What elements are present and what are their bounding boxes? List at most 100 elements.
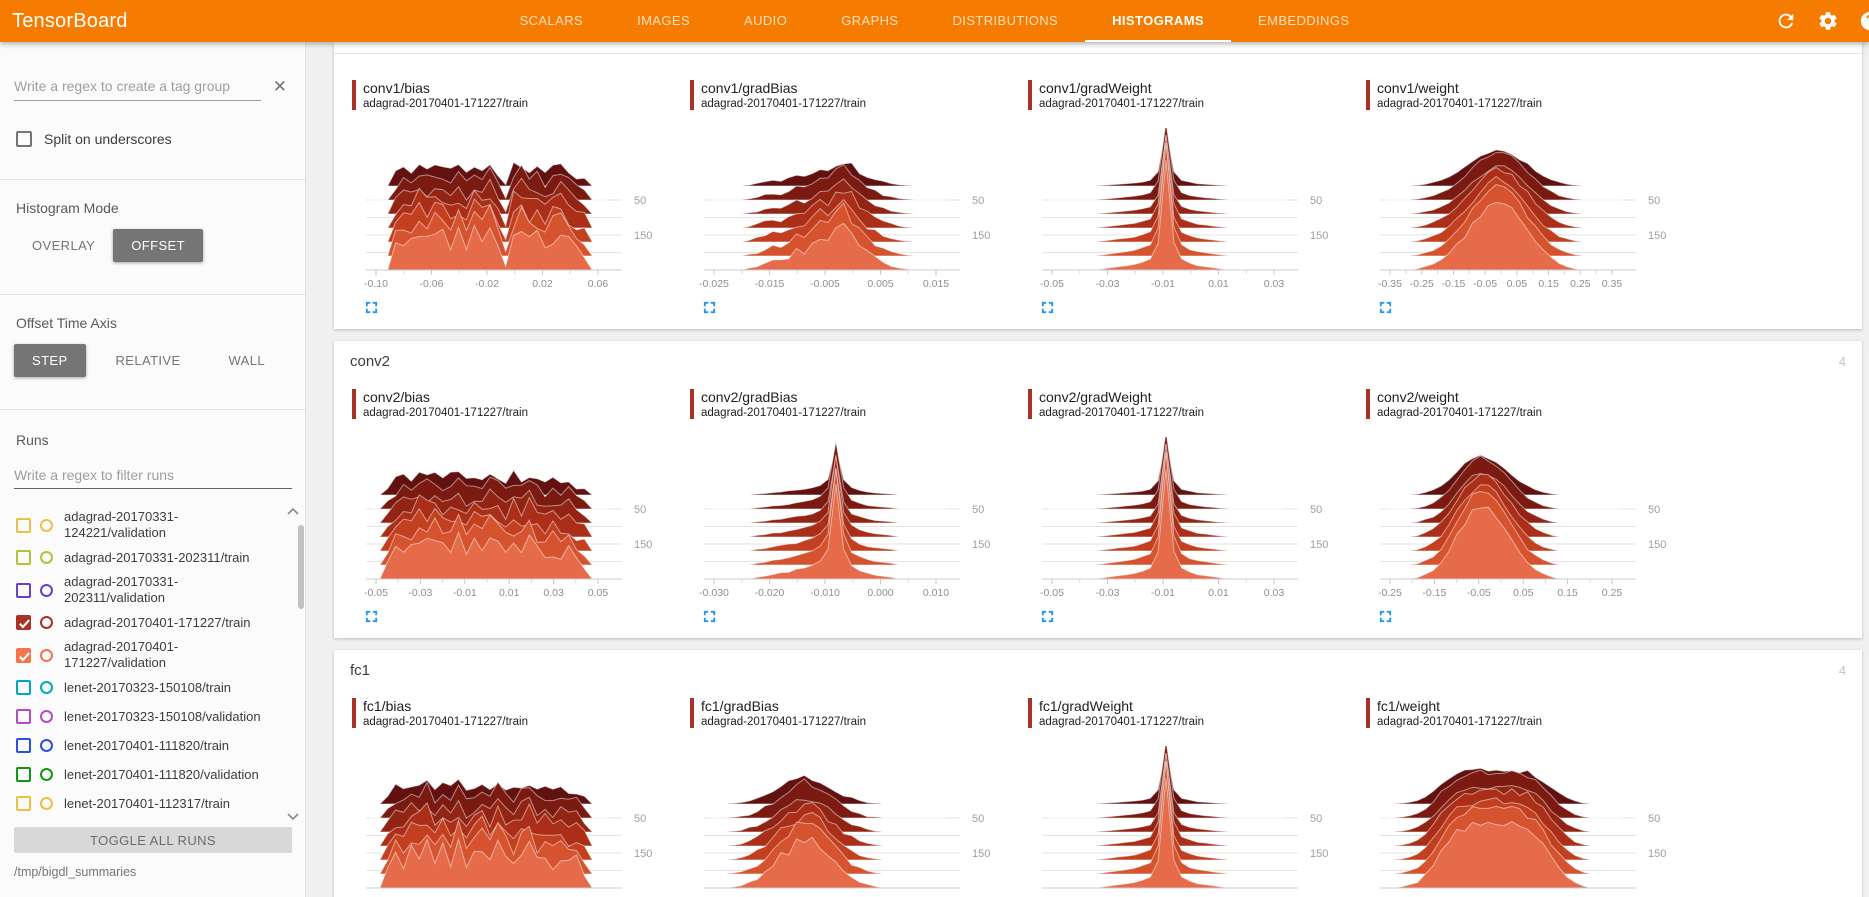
run-list-item[interactable]: lenet-20170401-112317/train [16,789,279,818]
svg-text:50: 50 [1310,504,1322,516]
run-list-item[interactable]: adagrad-20170331-202311/validation [16,572,279,608]
run-list-item[interactable]: lenet-20170323-150108/train [16,673,279,702]
histogram-chart[interactable]: 50 150 -0.05 -0.03 -0.01 0.01 0.03 [1028,437,1340,601]
histogram-mode-offset-button[interactable]: OFFSET [113,229,203,262]
offset-time-axis-wall-button[interactable]: WALL [228,353,265,368]
tab-images[interactable]: IMAGES [637,12,691,28]
svg-text:50: 50 [1310,195,1322,207]
scrollbar-thumb[interactable] [298,525,304,609]
run-checkbox[interactable] [16,647,31,663]
svg-text:150: 150 [972,848,990,860]
scroll-down-icon[interactable] [286,808,300,821]
svg-text:0.05: 0.05 [1507,278,1528,290]
histogram-mode-overlay-button[interactable]: OVERLAY [32,238,96,253]
run-checkbox[interactable] [16,615,31,630]
run-checkbox[interactable] [16,517,31,533]
run-filter-input[interactable] [14,464,292,489]
histogram-card-conv2-gradBias: conv2/gradBias adagrad-20170401-171227/tr… [690,389,1010,624]
app-toolbar: TensorBoard SCALARS IMAGES AUDIO GRAPHS DIST… [0,0,1869,42]
svg-text:-0.03: -0.03 [1096,278,1120,290]
run-checkbox[interactable] [16,738,31,753]
histogram-chart[interactable]: 50 150 -0.030 -0.020 -0.010 0.000 0.010 [690,437,1002,601]
tag-filter-input[interactable] [14,74,261,101]
svg-text:-0.010: -0.010 [810,587,840,599]
svg-text:-0.35: -0.35 [1378,278,1402,290]
histogram-chart[interactable]: 50 150 -0.25 -0.15 -0.05 0.05 0.15 0.25 [1366,437,1678,601]
offset-time-axis-relative-button[interactable]: RELATIVE [115,353,181,368]
run-list-item[interactable]: adagrad-20170401-171227/validation [16,637,279,673]
histogram-chart[interactable]: 50 150 -0.05 -0.03 -0.01 0.01 0.03 [1028,128,1340,292]
tab-graphs[interactable]: GRAPHS [841,12,899,28]
tab-scalars[interactable]: SCALARS [519,12,584,28]
expand-icon[interactable] [702,609,717,624]
section-header-fc1[interactable]: fc1 4 [334,650,1862,690]
tab-audio[interactable]: AUDIO [744,12,788,28]
run-list-item[interactable]: lenet-20170323-150108/validation [16,702,279,731]
histogram-chart[interactable]: 50 150 -0.10 -0.06 -0.02 0.02 0.06 [352,128,664,292]
run-checkbox[interactable] [16,582,31,598]
close-icon[interactable]: ✕ [272,77,287,96]
histogram-chart[interactable]: 50 150 -0.35 -0.25 -0.15 -0.05 0.05 0.15 0.25 0.3… [1366,128,1678,292]
card-run-name: adagrad-20170401-171227/train [1377,98,1542,110]
settings-icon[interactable] [1817,10,1839,32]
help-icon[interactable] [1859,10,1869,32]
offset-time-axis-step-button[interactable]: STEP [14,344,86,377]
run-list-item[interactable]: lenet-20170401-111820/validation [16,760,279,789]
card-run-name: adagrad-20170401-171227/train [1377,407,1542,419]
run-checkbox[interactable] [16,680,31,695]
refresh-icon[interactable] [1775,10,1797,32]
expand-icon[interactable] [364,609,379,624]
checkbox-icon[interactable] [16,131,32,147]
svg-text:-0.15: -0.15 [1422,587,1446,599]
histogram-chart[interactable]: 50 150 [352,746,664,897]
run-checkbox[interactable] [16,796,31,811]
svg-text:0.25: 0.25 [1602,587,1623,599]
histogram-chart[interactable]: 50 150 -0.025 -0.015 -0.005 0.005 0.015 [690,128,1002,292]
run-color-bar [1366,80,1370,110]
card-title: conv2/gradBias [701,389,798,405]
expand-icon[interactable] [1378,300,1393,315]
run-name: adagrad-20170331-202311/train [64,549,250,565]
histogram-chart[interactable]: 50 150 [690,746,1002,897]
run-color-bar [1366,389,1370,419]
histogram-mode-label: Histogram Mode [16,200,119,216]
run-name: lenet-20170401-111820/train [64,737,230,753]
expand-icon[interactable] [702,300,717,315]
tab-distributions[interactable]: DISTRIBUTIONS [952,12,1059,28]
svg-text:-0.02: -0.02 [475,278,499,290]
run-list-item[interactable]: adagrad-20170331-202311/train [16,543,279,572]
svg-text:-0.03: -0.03 [1096,587,1120,599]
toggle-all-runs-button[interactable]: TOGGLE ALL RUNS [14,827,292,853]
card-run-name: adagrad-20170401-171227/train [1039,716,1204,728]
expand-icon[interactable] [1378,609,1393,624]
run-color-bar [1028,698,1032,728]
split-on-underscores-checkbox-row[interactable]: Split on underscores [16,131,291,147]
expand-icon[interactable] [1040,609,1055,624]
histogram-chart[interactable]: 50 150 -0.05 -0.03 -0.01 0.01 0.03 0.05 [352,437,664,601]
histogram-card-conv2-gradWeight: conv2/gradWeight adagrad-20170401-171227/… [1028,389,1348,624]
run-color-bar [352,80,356,110]
expand-icon[interactable] [364,300,379,315]
run-color-circle [40,551,53,564]
svg-text:0.25: 0.25 [1570,278,1591,290]
run-checkbox[interactable] [16,550,31,565]
run-list-item[interactable]: lenet-20170401-111820/train [16,731,279,760]
run-color-bar [690,698,694,728]
run-list-item[interactable]: adagrad-20170331-124221/validation [16,507,279,543]
scroll-up-icon[interactable] [286,503,300,515]
histogram-chart[interactable]: 50 150 [1366,746,1678,897]
expand-icon[interactable] [1040,300,1055,315]
tab-embeddings[interactable]: EMBEDDINGS [1258,12,1350,28]
histogram-chart[interactable]: 50 150 [1028,746,1340,897]
card-title: conv1/gradBias [701,80,798,96]
run-checkbox[interactable] [16,709,31,724]
svg-text:-0.05: -0.05 [364,587,388,599]
section-header-conv2[interactable]: conv2 4 [334,341,1862,381]
tab-histograms[interactable]: HISTOGRAMS [1085,0,1232,42]
histogram-mode-group: OVERLAY OFFSET [14,229,291,262]
card-run-name: adagrad-20170401-171227/train [363,716,528,728]
sidebar: ✕ Split on underscores Histogram Mode OV… [0,42,306,897]
svg-text:0.06: 0.06 [588,278,609,290]
run-checkbox[interactable] [16,767,31,782]
run-list-item[interactable]: adagrad-20170401-171227/train [16,608,279,637]
